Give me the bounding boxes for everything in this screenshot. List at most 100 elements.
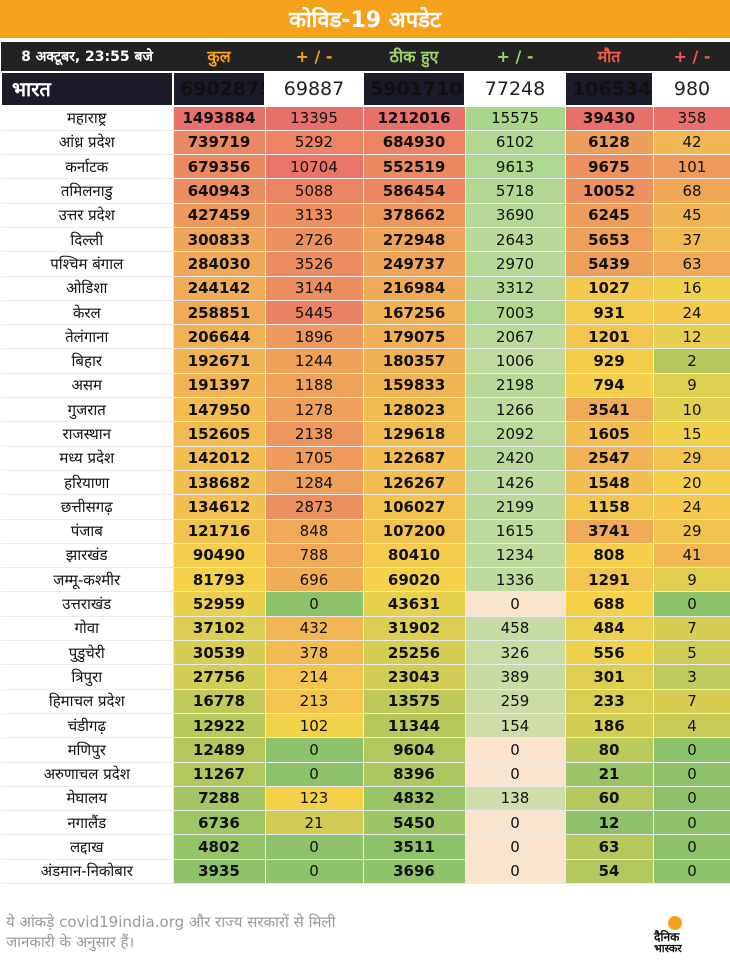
cell-deaths-delta: 24 [653, 494, 730, 520]
cell-deaths-delta: 37 [653, 227, 730, 253]
state-name: कर्नाटक [1, 154, 174, 180]
state-name: लद्दाख [1, 834, 174, 860]
cell-deaths-delta: 24 [653, 300, 730, 326]
cell-recovered-delta: 3312 [465, 276, 566, 301]
cell-total: 244142 [173, 276, 266, 301]
cell-recovered-delta: 2198 [465, 373, 566, 399]
cell-deaths-delta: 41 [653, 543, 730, 569]
header-row: 8 अक्टूबर, 23:55 बजे कुल + / - ठीक हुए +… [1, 42, 730, 72]
cell-total-delta: 3144 [265, 276, 364, 301]
source-note: ये आंकड़े covid19india.org और राज्य सरका… [6, 913, 336, 951]
cell-deaths: 2547 [565, 446, 654, 471]
cell-recovered-delta: 2420 [465, 446, 566, 471]
cell-recovered: 69020 [363, 567, 466, 593]
india-recovered-delta: 77248 [464, 71, 566, 107]
state-row: नगालैंड 6736 21 5450 0 12 0 [1, 810, 730, 836]
india-total: 6902875 [172, 71, 266, 107]
cell-deaths: 63 [565, 834, 654, 860]
cell-deaths-delta: 0 [653, 737, 730, 763]
cell-deaths: 3541 [565, 397, 654, 423]
cell-deaths-delta: 63 [653, 251, 730, 277]
cell-total-delta: 5088 [265, 178, 364, 204]
cell-total-delta: 848 [265, 519, 364, 544]
cell-deaths: 931 [565, 300, 654, 326]
cell-recovered-delta: 3690 [465, 203, 566, 228]
cell-deaths: 556 [565, 640, 654, 666]
cell-deaths-delta: 0 [653, 810, 730, 836]
page-title: कोविड-19 अपडेट [0, 0, 730, 38]
state-name: मध्य प्रदेश [1, 446, 174, 471]
india-deaths: 106534 [564, 71, 654, 107]
state-name: मेघालय [1, 786, 174, 812]
cell-total-delta: 1244 [265, 348, 364, 374]
cell-recovered-delta: 389 [465, 664, 566, 690]
cell-total: 4802 [173, 834, 266, 860]
cell-deaths-delta: 0 [653, 762, 730, 787]
cell-deaths: 484 [565, 616, 654, 642]
cell-deaths: 60 [565, 786, 654, 812]
cell-recovered-delta: 0 [465, 834, 566, 860]
cell-deaths-delta: 5 [653, 640, 730, 666]
cell-deaths: 5653 [565, 227, 654, 253]
state-row: हरियाणा 138682 1284 126267 1426 1548 20 [1, 470, 730, 496]
india-deaths-delta: 980 [652, 71, 730, 107]
cell-total: 192671 [173, 348, 266, 374]
cell-total-delta: 5292 [265, 130, 364, 156]
cell-total-delta: 10704 [265, 154, 364, 180]
cell-recovered-delta: 5718 [465, 178, 566, 204]
cell-recovered-delta: 326 [465, 640, 566, 666]
cell-deaths-delta: 3 [653, 664, 730, 690]
cell-deaths: 6245 [565, 203, 654, 228]
cell-recovered-delta: 7003 [465, 300, 566, 326]
cell-total: 300833 [173, 227, 266, 253]
cell-deaths-delta: 4 [653, 713, 730, 739]
cell-total: 11267 [173, 762, 266, 787]
cell-deaths: 6128 [565, 130, 654, 156]
cell-total: 284030 [173, 251, 266, 277]
state-row: अंडमान-निकोबार 3935 0 3696 0 54 0 [1, 859, 730, 885]
cell-total: 142012 [173, 446, 266, 471]
cell-total: 6736 [173, 810, 266, 836]
logo-line1: दैनिक [654, 930, 680, 944]
cell-total-delta: 2138 [265, 421, 364, 447]
cell-recovered: 43631 [363, 591, 466, 617]
dainik-bhaskar-logo: दैनिक भास्कर [650, 916, 702, 956]
header-deaths-delta: + / - [653, 42, 730, 72]
cell-recovered: 3511 [363, 834, 466, 860]
cell-recovered-delta: 2067 [465, 324, 566, 350]
cell-recovered: 9604 [363, 737, 466, 763]
cell-total-delta: 0 [265, 762, 364, 787]
cell-deaths-delta: 7 [653, 616, 730, 642]
cell-total-delta: 3133 [265, 203, 364, 228]
state-row: ओडिशा 244142 3144 216984 3312 1027 16 [1, 276, 730, 301]
state-name: आंध्र प्रदेश [1, 130, 174, 156]
cell-total: 27756 [173, 664, 266, 690]
cell-recovered: 179075 [363, 324, 466, 350]
cell-recovered-delta: 15575 [465, 106, 566, 131]
cell-deaths-delta: 358 [653, 106, 730, 131]
state-row: मध्य प्रदेश 142012 1705 122687 2420 2547 29 [1, 446, 730, 471]
cell-deaths: 21 [565, 762, 654, 787]
cell-recovered-delta: 1336 [465, 567, 566, 593]
cell-recovered: 249737 [363, 251, 466, 277]
cell-deaths-delta: 0 [653, 834, 730, 860]
cell-deaths-delta: 15 [653, 421, 730, 447]
cell-deaths-delta: 16 [653, 276, 730, 301]
cell-total: 12922 [173, 713, 266, 739]
cell-deaths: 12 [565, 810, 654, 836]
state-name: गोवा [1, 616, 174, 642]
cell-deaths-delta: 9 [653, 567, 730, 593]
state-name: उत्तराखंड [1, 591, 174, 617]
cell-total-delta: 2726 [265, 227, 364, 253]
cell-recovered-delta: 0 [465, 737, 566, 763]
cell-recovered: 4832 [363, 786, 466, 812]
state-name: हरियाणा [1, 470, 174, 496]
cell-total: 739719 [173, 130, 266, 156]
header-total-delta: + / - [265, 42, 363, 72]
cell-deaths: 186 [565, 713, 654, 739]
cell-deaths: 39430 [565, 106, 654, 131]
state-name: उत्तर प्रदेश [1, 203, 174, 228]
state-name: अंडमान-निकोबार [1, 859, 174, 885]
cell-recovered: 31902 [363, 616, 466, 642]
cell-total-delta: 0 [265, 737, 364, 763]
